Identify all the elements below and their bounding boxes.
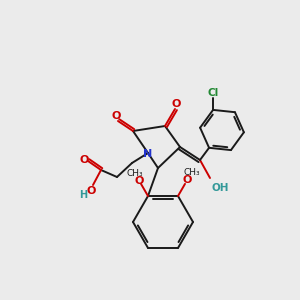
- Text: O: O: [135, 176, 144, 186]
- Text: OH: OH: [212, 183, 230, 193]
- Text: N: N: [143, 149, 153, 159]
- Text: Cl: Cl: [207, 88, 219, 98]
- Text: O: O: [182, 176, 192, 185]
- Text: H: H: [79, 190, 87, 200]
- Text: O: O: [79, 155, 89, 165]
- Text: O: O: [171, 99, 181, 109]
- Text: O: O: [86, 186, 96, 196]
- Text: CH₃: CH₃: [127, 169, 143, 178]
- Text: CH₃: CH₃: [183, 168, 200, 177]
- Text: O: O: [111, 111, 121, 121]
